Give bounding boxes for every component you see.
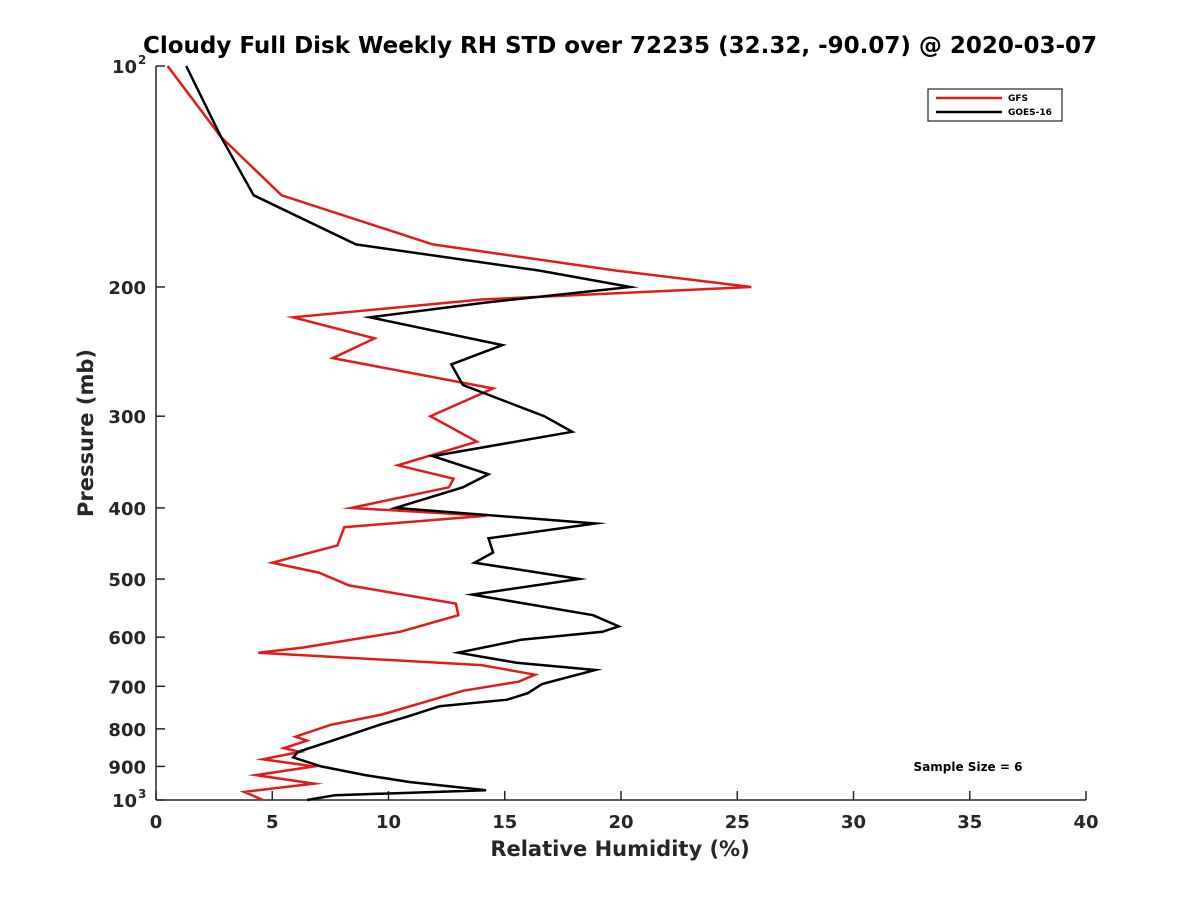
y-tick-label: 400 xyxy=(108,499,146,520)
y-tick-label: 10 xyxy=(112,791,137,812)
y-tick-label: 300 xyxy=(108,407,146,428)
y-tick-exponent: 2 xyxy=(138,53,146,67)
x-tick-label: 35 xyxy=(957,812,982,833)
x-tick-label: 20 xyxy=(608,812,633,833)
x-tick-label: 30 xyxy=(841,812,866,833)
y-tick-label: 900 xyxy=(108,757,146,778)
x-axis-label: Relative Humidity (%) xyxy=(490,837,749,861)
series-line-goes-16 xyxy=(185,65,640,802)
sample-size-annotation: Sample Size = 6 xyxy=(914,760,1023,774)
series-line-gfs xyxy=(166,65,752,802)
y-tick-label: 800 xyxy=(108,720,146,741)
x-tick-label: 15 xyxy=(492,812,517,833)
y-tick-exponent: 3 xyxy=(138,787,146,801)
y-tick-label: 10 xyxy=(112,57,137,78)
y-tick-label: 500 xyxy=(108,570,146,591)
legend: GFS GOES-16 xyxy=(927,88,1063,122)
y-axis-label: Pressure (mb) xyxy=(74,349,98,517)
y-tick-label: 600 xyxy=(108,628,146,649)
x-tick-label: 25 xyxy=(725,812,750,833)
series-layer xyxy=(166,65,752,802)
chart-title: Cloudy Full Disk Weekly RH STD over 7223… xyxy=(143,33,1097,59)
legend-label: GFS xyxy=(1008,94,1028,104)
y-tick-label: 200 xyxy=(108,278,146,299)
x-tick-label: 10 xyxy=(376,812,401,833)
x-tick-label: 0 xyxy=(150,812,163,833)
annotations: Sample Size = 6 xyxy=(914,760,1023,774)
legend-box xyxy=(927,88,1063,122)
y-tick-label: 700 xyxy=(108,677,146,698)
x-tick-label: 40 xyxy=(1073,812,1098,833)
x-tick-label: 5 xyxy=(266,812,279,833)
legend-label: GOES-16 xyxy=(1008,108,1052,118)
